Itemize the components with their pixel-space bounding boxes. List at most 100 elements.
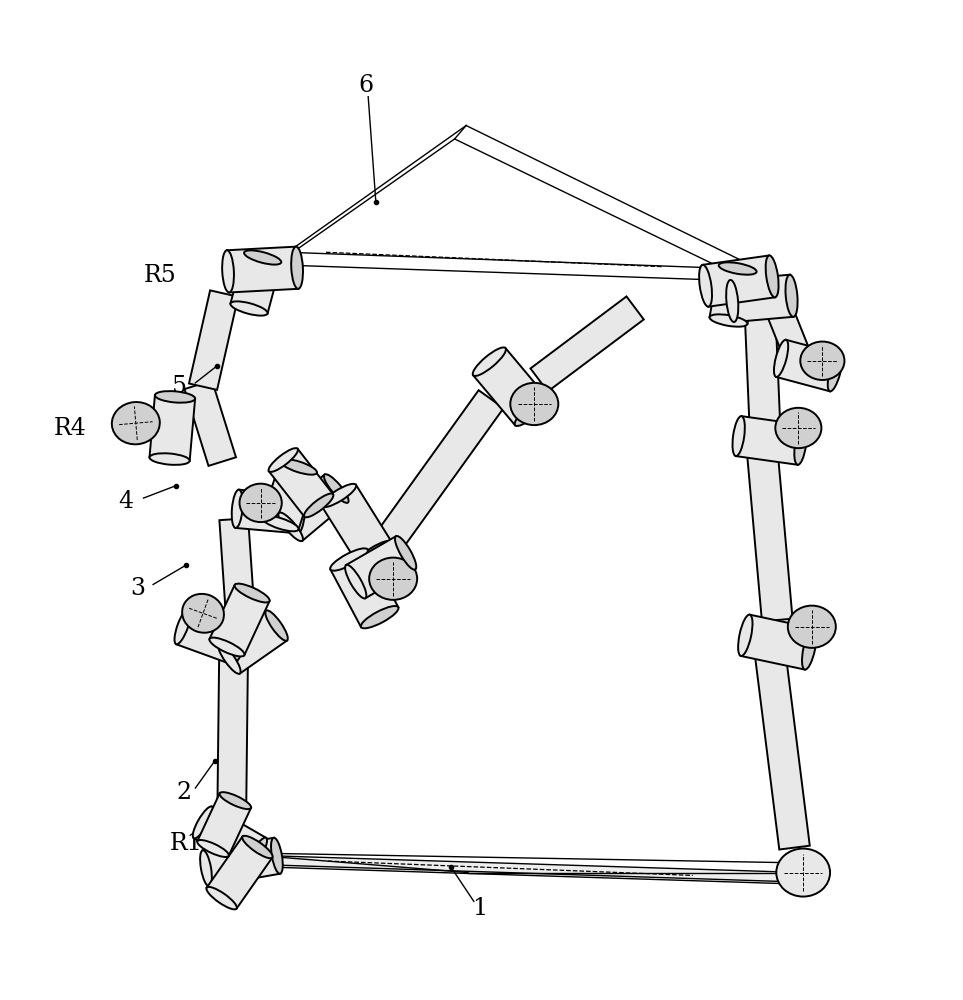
Text: 1: 1 (472, 897, 487, 920)
Ellipse shape (324, 474, 349, 503)
Polygon shape (218, 639, 248, 806)
Ellipse shape (794, 425, 807, 465)
Polygon shape (279, 475, 348, 541)
Ellipse shape (244, 250, 281, 265)
Ellipse shape (209, 638, 245, 656)
Polygon shape (473, 348, 548, 425)
Ellipse shape (271, 838, 283, 874)
Ellipse shape (718, 262, 757, 275)
Ellipse shape (232, 490, 243, 528)
Ellipse shape (726, 280, 739, 322)
Polygon shape (207, 837, 273, 909)
Ellipse shape (193, 806, 213, 838)
Ellipse shape (219, 643, 241, 674)
Ellipse shape (230, 628, 247, 665)
Ellipse shape (112, 402, 160, 444)
Ellipse shape (230, 301, 268, 316)
Polygon shape (776, 340, 840, 391)
Polygon shape (262, 461, 317, 529)
Polygon shape (322, 485, 392, 563)
Polygon shape (203, 838, 280, 886)
Ellipse shape (174, 608, 191, 644)
Ellipse shape (710, 314, 747, 327)
Polygon shape (531, 296, 644, 391)
Ellipse shape (240, 484, 282, 522)
Text: R4: R4 (54, 417, 87, 440)
Ellipse shape (220, 792, 251, 809)
Ellipse shape (766, 255, 778, 297)
Text: 5: 5 (171, 375, 187, 398)
Ellipse shape (774, 340, 788, 377)
Ellipse shape (802, 628, 817, 670)
Ellipse shape (514, 397, 548, 426)
Ellipse shape (247, 838, 267, 870)
Ellipse shape (776, 849, 830, 897)
Ellipse shape (149, 453, 190, 465)
Polygon shape (220, 518, 254, 605)
Polygon shape (219, 611, 287, 674)
Text: R3: R3 (290, 488, 323, 511)
Ellipse shape (269, 448, 298, 472)
Ellipse shape (786, 275, 797, 317)
Polygon shape (269, 449, 333, 517)
Ellipse shape (361, 606, 399, 628)
Polygon shape (189, 290, 238, 390)
Ellipse shape (266, 610, 288, 641)
Ellipse shape (800, 342, 845, 380)
Text: R1: R1 (169, 832, 202, 855)
Polygon shape (744, 309, 780, 424)
Ellipse shape (243, 836, 273, 858)
Ellipse shape (262, 516, 299, 531)
Ellipse shape (369, 558, 417, 600)
Ellipse shape (222, 250, 234, 292)
Text: 6: 6 (358, 74, 374, 97)
Ellipse shape (304, 494, 333, 517)
Polygon shape (741, 615, 814, 670)
Ellipse shape (206, 887, 237, 909)
Polygon shape (149, 395, 195, 461)
Polygon shape (197, 793, 251, 856)
Polygon shape (210, 585, 270, 655)
Ellipse shape (280, 459, 317, 475)
Text: 4: 4 (118, 490, 134, 513)
Ellipse shape (278, 512, 303, 541)
Polygon shape (256, 855, 803, 884)
Ellipse shape (733, 416, 744, 456)
Polygon shape (330, 550, 399, 627)
Ellipse shape (200, 850, 212, 886)
Polygon shape (368, 390, 504, 562)
Ellipse shape (828, 354, 842, 391)
Polygon shape (730, 275, 794, 322)
Text: 2: 2 (176, 781, 192, 804)
Ellipse shape (197, 840, 229, 857)
Ellipse shape (738, 615, 752, 656)
Ellipse shape (395, 536, 416, 570)
Polygon shape (767, 305, 811, 363)
Polygon shape (227, 247, 299, 292)
Ellipse shape (291, 247, 303, 289)
Ellipse shape (330, 548, 368, 571)
Ellipse shape (510, 383, 559, 425)
Text: R2: R2 (218, 631, 250, 654)
Polygon shape (703, 255, 775, 307)
Polygon shape (194, 807, 266, 869)
Ellipse shape (182, 594, 224, 633)
Ellipse shape (235, 584, 270, 602)
Ellipse shape (699, 265, 712, 307)
Polygon shape (185, 380, 236, 466)
Polygon shape (346, 536, 415, 598)
Text: R5: R5 (143, 264, 176, 287)
Polygon shape (710, 265, 757, 324)
Ellipse shape (322, 484, 356, 507)
Polygon shape (230, 253, 281, 313)
Polygon shape (176, 608, 246, 665)
Ellipse shape (294, 495, 305, 533)
Polygon shape (746, 446, 793, 621)
Ellipse shape (357, 541, 392, 564)
Ellipse shape (155, 391, 195, 403)
Polygon shape (236, 490, 301, 533)
Polygon shape (754, 647, 810, 850)
Ellipse shape (788, 606, 836, 648)
Ellipse shape (775, 408, 821, 448)
Ellipse shape (345, 565, 366, 598)
